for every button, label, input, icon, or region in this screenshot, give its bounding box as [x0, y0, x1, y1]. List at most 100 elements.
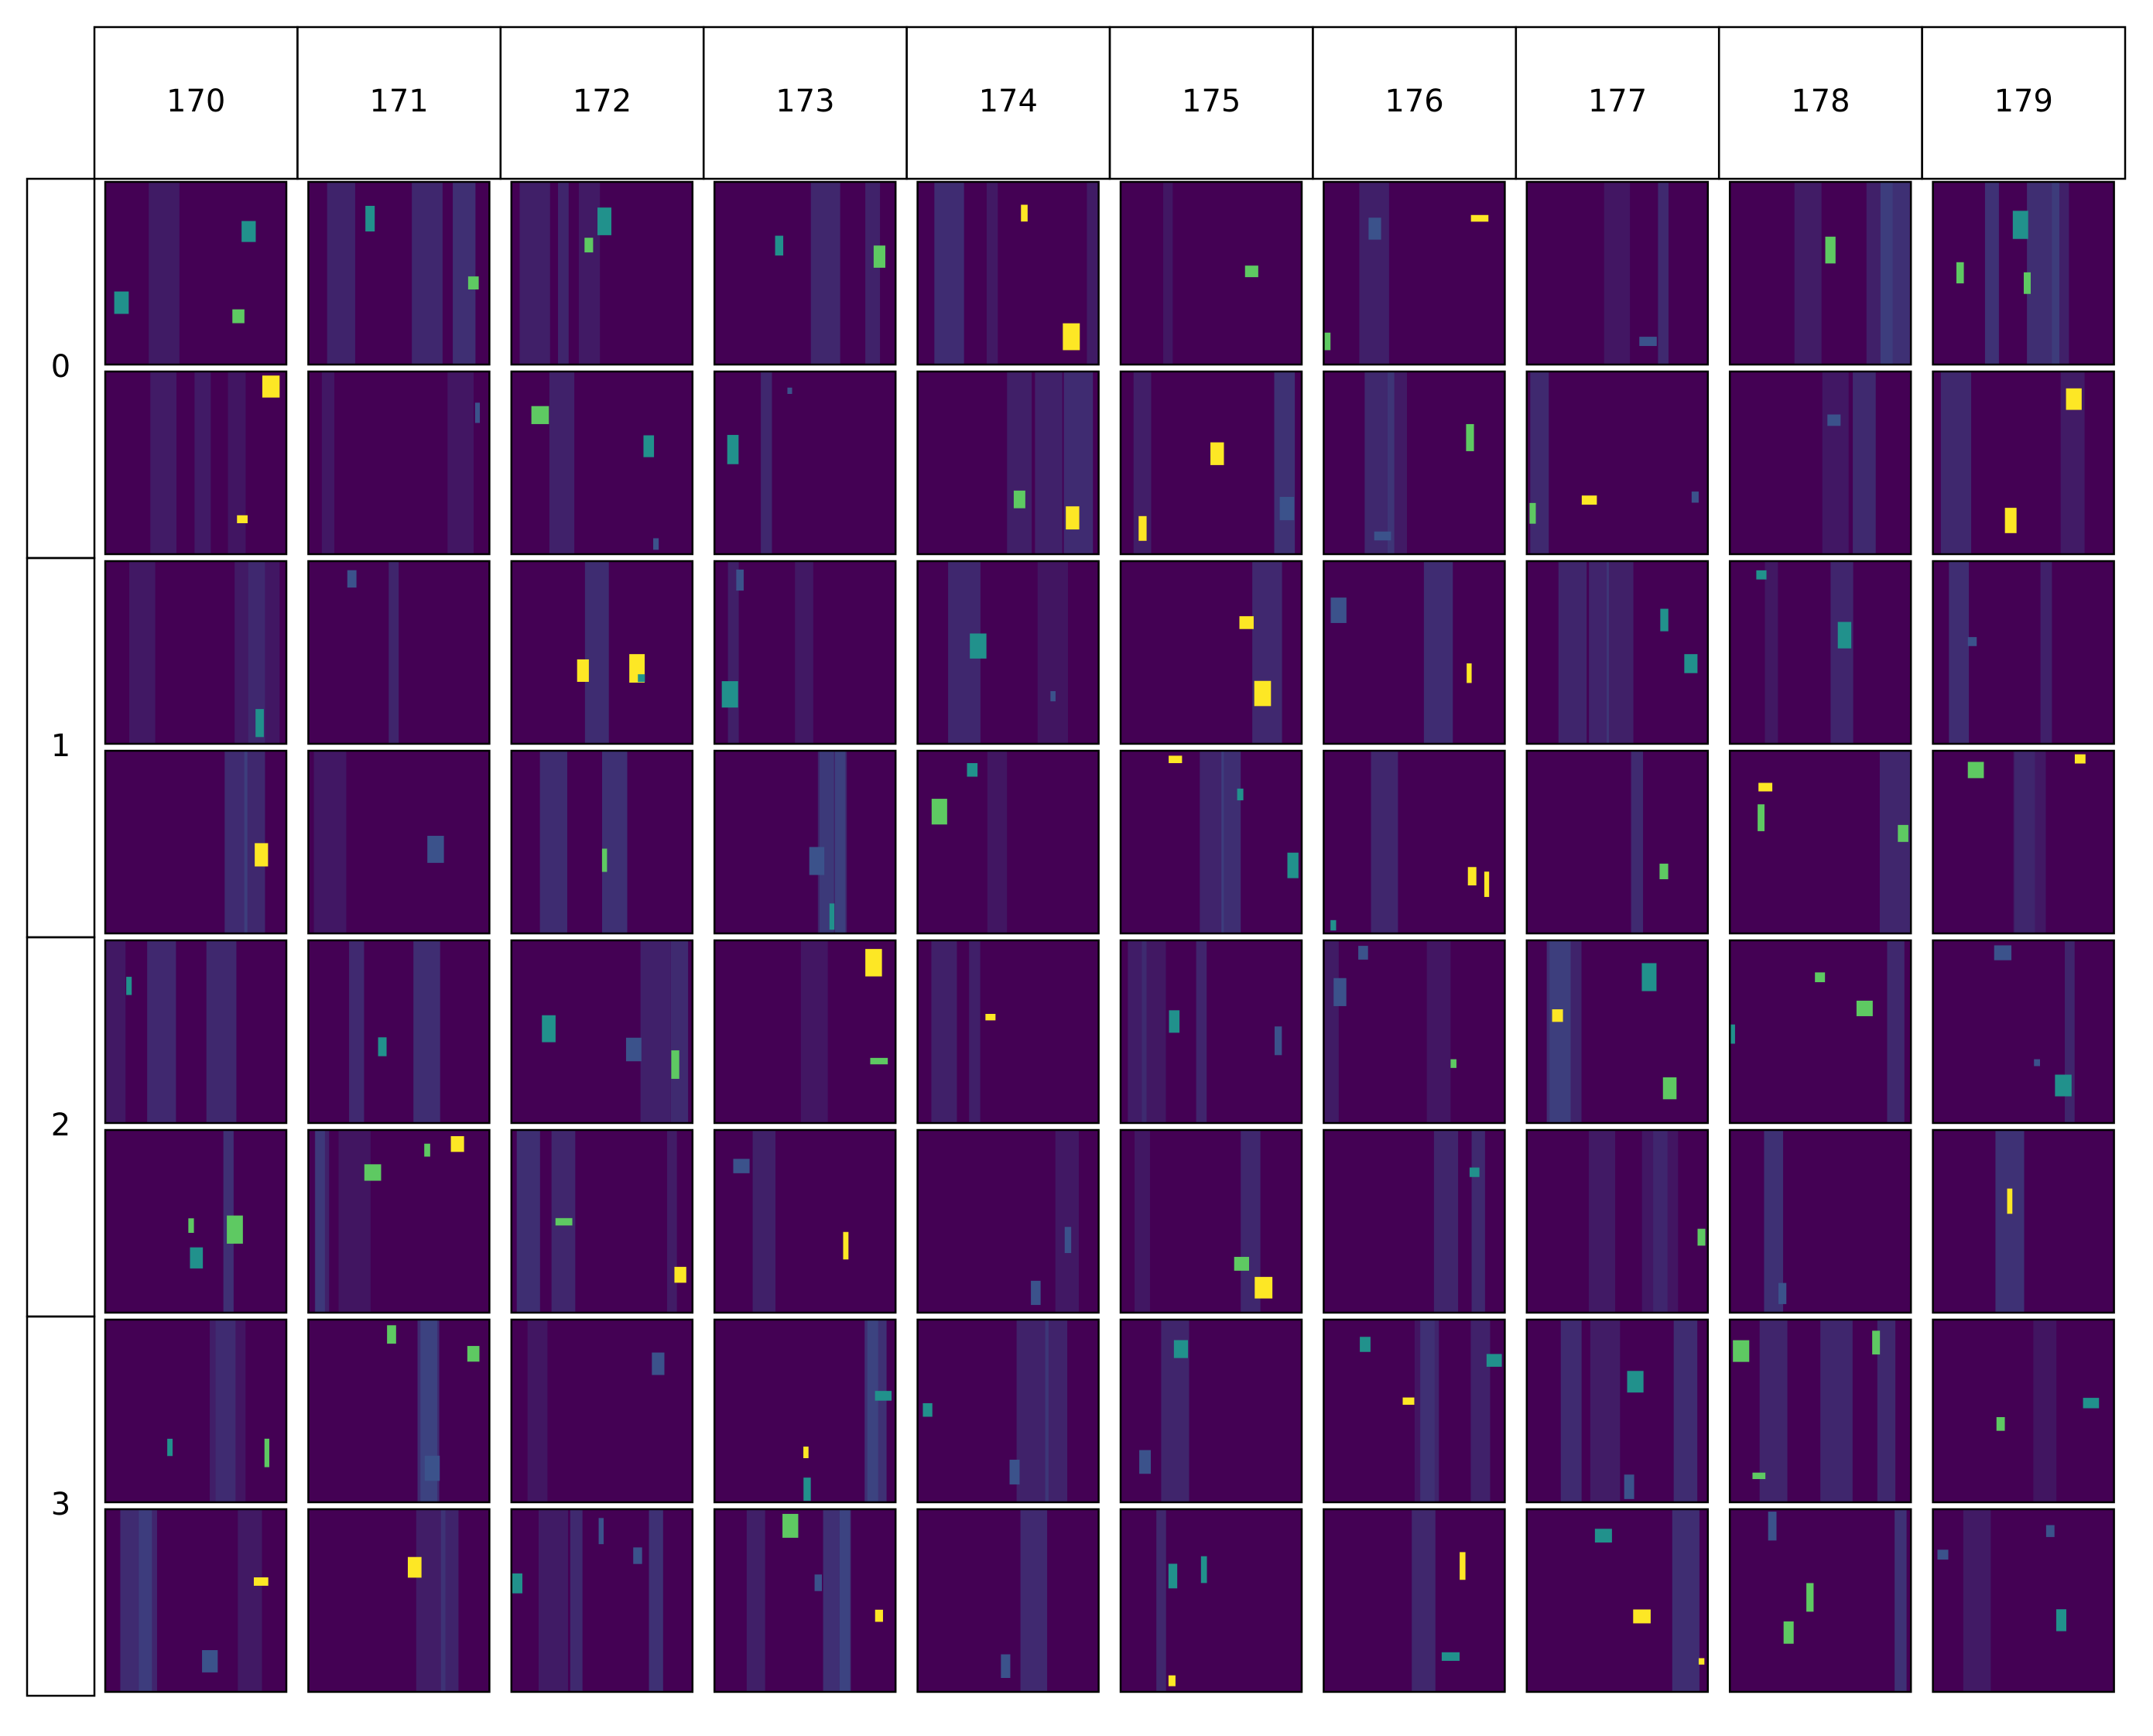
tile-border	[307, 1508, 491, 1693]
tile-border	[307, 560, 491, 745]
tile-spot	[1287, 852, 1299, 878]
tile-border	[1728, 370, 1912, 556]
tile-spot	[2074, 754, 2086, 764]
tile-band	[1420, 1320, 1439, 1502]
tile-border	[1119, 1508, 1303, 1693]
tile-spot	[671, 1050, 679, 1079]
tile-spot	[1031, 1280, 1041, 1306]
tile-band	[670, 940, 689, 1123]
tile-spot	[1173, 1340, 1189, 1358]
tile-border	[916, 939, 1100, 1125]
tile-border	[1932, 180, 2115, 366]
tile-band	[248, 561, 280, 744]
tile-spot	[1450, 1059, 1456, 1068]
tile-spot	[1358, 946, 1368, 960]
tile-background	[917, 1320, 1099, 1502]
tile-band	[440, 1509, 459, 1692]
tile-band	[987, 751, 1008, 933]
tile-spot	[531, 406, 549, 424]
tile-band	[1423, 561, 1453, 744]
heatmap-tile	[510, 370, 694, 556]
tile-spot	[1752, 1472, 1766, 1480]
tile-band	[1470, 1320, 1491, 1502]
heatmap-tile	[1323, 1128, 1506, 1314]
heatmap-tile	[916, 939, 1100, 1125]
heatmap-tile	[1119, 370, 1303, 556]
tile-border	[1932, 370, 2115, 556]
tile-band	[934, 182, 964, 365]
tile-spot	[597, 207, 611, 235]
heatmap-tile	[1525, 1128, 1710, 1314]
tile-spot	[922, 1403, 933, 1417]
tile-spot	[1825, 236, 1836, 264]
heatmap-tile	[104, 560, 288, 745]
tile-background	[1730, 751, 1912, 933]
tile-background	[1323, 1509, 1505, 1692]
tile-band	[519, 182, 550, 365]
heatmap-tile	[1932, 939, 2115, 1125]
tile-band	[1653, 1130, 1679, 1313]
tile-border	[1728, 1508, 1912, 1693]
tile-band	[139, 1509, 157, 1692]
tile-spot	[1633, 1609, 1651, 1624]
tile-spot	[652, 1352, 665, 1375]
tile-band	[864, 1320, 887, 1502]
heatmap-tile	[1323, 560, 1506, 745]
row-label-cell	[26, 1315, 96, 1697]
heatmap-tile	[713, 180, 897, 366]
tile-band	[1589, 1130, 1616, 1313]
tile-spot	[1756, 570, 1767, 580]
tile-spot	[803, 1477, 811, 1501]
tile-spot	[512, 1573, 522, 1594]
tile-border	[1932, 560, 2115, 745]
tile-band	[128, 561, 156, 744]
tile-spot	[598, 1518, 604, 1545]
tile-band	[1880, 182, 1910, 365]
tile-band	[1414, 1320, 1435, 1502]
heatmap-tile	[307, 1318, 491, 1504]
column-label: 175	[1182, 84, 1241, 119]
row-label: 1	[51, 728, 70, 764]
tile-band	[447, 372, 474, 554]
tile-band	[516, 1130, 540, 1313]
heatmap-tile	[104, 1318, 288, 1504]
tile-band	[1200, 751, 1224, 933]
tile-background	[1730, 1130, 1912, 1313]
tile-border	[1728, 939, 1912, 1125]
tile-border	[307, 939, 491, 1125]
heatmap-tile	[307, 939, 491, 1125]
tile-spot	[1552, 1009, 1563, 1022]
tile-background	[714, 561, 896, 744]
tile-band	[1426, 940, 1451, 1123]
tile-spot	[1168, 1675, 1176, 1686]
tile-band	[969, 940, 981, 1123]
tile-spot	[365, 205, 375, 232]
tile-border	[713, 1318, 897, 1504]
tile-border	[1728, 1128, 1912, 1314]
tile-spot	[1624, 1474, 1634, 1499]
tile-band	[314, 1130, 330, 1313]
heatmap-tile	[307, 749, 491, 935]
tile-background	[1730, 372, 1912, 554]
tile-spot	[1581, 495, 1597, 505]
tile-border	[1323, 180, 1506, 366]
tile-band	[1558, 561, 1587, 744]
heatmap-tile	[1323, 1318, 1506, 1504]
tile-band	[1673, 1320, 1698, 1502]
column-label: 172	[573, 84, 632, 119]
heatmap-tile	[1525, 939, 1710, 1125]
tile-spot	[1996, 1416, 2005, 1431]
tile-border	[713, 180, 897, 366]
tile-spot	[1460, 1552, 1466, 1580]
heatmap-tile	[1728, 1508, 1912, 1693]
tile-border	[1119, 939, 1303, 1125]
tile-background	[308, 1130, 490, 1313]
heatmap-tile	[1525, 180, 1710, 366]
tile-spot	[809, 847, 825, 875]
heatmap-tile	[1119, 1128, 1303, 1314]
tile-border	[510, 560, 694, 745]
tile-spot	[241, 221, 256, 242]
tile-background	[917, 1130, 1099, 1313]
heatmap-tile	[1525, 560, 1710, 745]
